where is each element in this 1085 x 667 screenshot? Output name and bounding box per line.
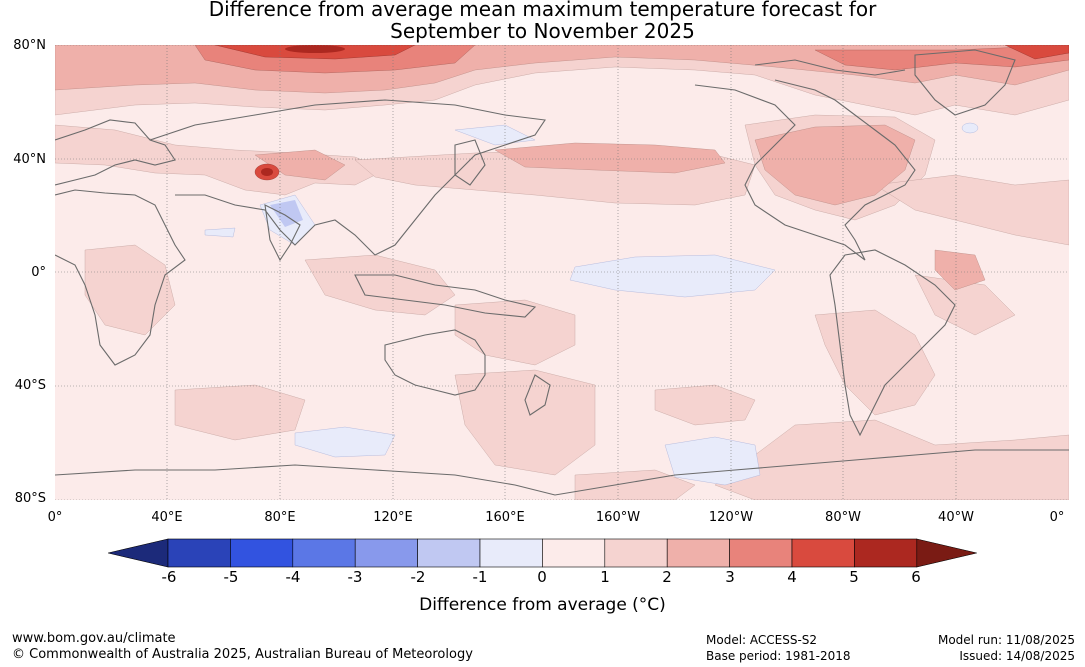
- colorbar-tick-0: 0: [537, 568, 547, 586]
- lon-label-40e: 40°E: [151, 510, 183, 525]
- colorbar-tick-minus6: -6: [161, 568, 177, 586]
- colorbar-segment: [230, 538, 294, 568]
- map-title-line-1: Difference from average mean maximum tem…: [208, 0, 877, 21]
- lat-label-80n: 80°N: [13, 38, 46, 53]
- lon-label-160e: 160°E: [485, 510, 525, 525]
- lat-label-0: 0°: [31, 265, 46, 280]
- anomaly-5-to-6-regions: [261, 45, 345, 176]
- colorbar-segment: [354, 538, 418, 568]
- lon-label-120w: 120°W: [708, 510, 754, 525]
- colorbar-tick-minus3: -3: [347, 568, 363, 586]
- lat-label-40n: 40°N: [13, 152, 46, 167]
- forecast-map: [55, 45, 1069, 500]
- anomaly-minus-2-to-minus-1-regions: [270, 200, 303, 227]
- colorbar-extension-low: [108, 538, 169, 568]
- colorbar-tick-3: 3: [725, 568, 735, 586]
- colorbar-tick-6: 6: [911, 568, 921, 586]
- colorbar-tick-5: 5: [849, 568, 859, 586]
- colorbar-segment: [854, 538, 918, 568]
- lon-label-0: 0°: [47, 510, 63, 525]
- lon-label-80w: 80°W: [825, 510, 861, 525]
- colorbar-segment: [666, 538, 730, 568]
- lat-label-80s: 80°S: [14, 491, 46, 506]
- colorbar-segment: [604, 538, 668, 568]
- footer-url[interactable]: www.bom.gov.au/climate: [12, 631, 176, 646]
- colorbar-segment: [729, 538, 793, 568]
- footer-issued: Issued: 14/08/2025: [959, 649, 1075, 663]
- colorbar-tick-4: 4: [787, 568, 797, 586]
- lon-label-80e: 80°E: [264, 510, 296, 525]
- lon-label-0-east: 0°: [1049, 510, 1065, 525]
- coastlines: [55, 49, 1069, 496]
- colorbar-segment: [292, 538, 356, 568]
- colorbar-tick-minus5: -5: [223, 568, 239, 586]
- lat-label-40s: 40°S: [14, 378, 46, 393]
- colorbar-extension-high: [916, 538, 977, 568]
- colorbar-segment: [791, 538, 855, 568]
- lon-label-160w: 160°W: [595, 510, 641, 525]
- map-title-line-2: September to November 2025: [390, 19, 695, 43]
- colorbar-tick-2: 2: [662, 568, 672, 586]
- colorbar-segment: [167, 538, 231, 568]
- colorbar-segment: [542, 538, 606, 568]
- colorbar-segment: [479, 538, 543, 568]
- colorbar-tick-minus1: -1: [472, 568, 488, 586]
- footer-base-period: Base period: 1981-2018: [706, 649, 851, 663]
- colorbar-segment: [417, 538, 481, 568]
- colorbar: [108, 538, 977, 568]
- footer-model: Model: ACCESS-S2: [706, 633, 818, 647]
- lon-label-40w: 40°W: [938, 510, 974, 525]
- gridlines: [55, 45, 1069, 500]
- colorbar-tick-minus2: -2: [410, 568, 426, 586]
- colorbar-label: Difference from average (°C): [419, 595, 666, 615]
- colorbar-tick-1: 1: [600, 568, 610, 586]
- lon-label-120e: 120°E: [373, 510, 413, 525]
- footer-model-run: Model run: 11/08/2025: [937, 633, 1075, 647]
- colorbar-tick-minus4: -4: [285, 568, 301, 586]
- footer-copyright: © Commonwealth of Australia 2025, Austra…: [12, 647, 473, 662]
